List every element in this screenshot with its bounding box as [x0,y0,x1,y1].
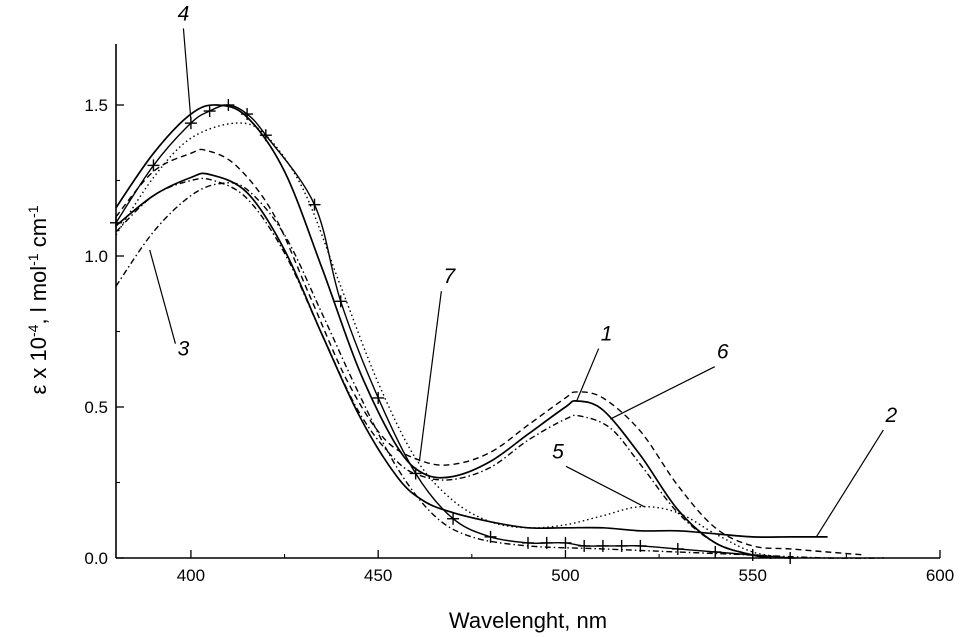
series-4-point [559,536,572,549]
annotation-1: 1 [576,323,613,402]
series-4-point [334,295,347,308]
annotation-leader [149,249,176,344]
y-tick-label: 1.5 [84,96,108,115]
x-tick-label: 600 [926,566,954,585]
annotation-leader [815,429,884,538]
series-4-point [259,129,272,142]
series-1-line [115,104,772,559]
annotation-label: 4 [178,2,190,25]
y-tick-label: 0.5 [84,398,108,417]
annotation-7: 7 [418,265,457,462]
y-tick-label: 0.0 [84,549,108,568]
x-tick-label: 500 [551,566,579,585]
curves [115,104,884,559]
x-tick-label: 400 [177,566,205,585]
annotation-4: 4 [178,2,192,121]
series-4-point [308,198,321,211]
series-4-point [540,536,553,549]
series-4-point [615,539,628,552]
x-tick-label: 550 [739,566,767,585]
series-4-point [784,552,797,564]
series-6-line [115,177,772,559]
series-5-line [115,122,791,559]
series-4-line [115,104,791,559]
series-4-point [447,512,460,525]
y-axis-title: ε x 10-4, l mol-1 cm-1 [25,205,51,394]
annotation-label: 1 [601,323,613,346]
x-tick-label: 450 [364,566,392,585]
x-axis-title: Wavelenght, nm [449,608,607,633]
curve-annotations: 1 6 2 5 7 3 4 [149,2,897,538]
annotation-leader [610,366,716,420]
series-4-point [147,159,160,172]
series-3-line [115,182,884,559]
annotation-leader [182,28,192,121]
series-4-point [203,105,216,118]
series-4-point [409,467,422,480]
series-4-point [709,545,722,558]
series-4-point [484,530,497,543]
series-4-point [578,539,591,552]
series-4-point [241,108,254,121]
series-4-point [596,539,609,552]
annotation-label: 5 [552,440,564,463]
series-7-line [115,148,866,556]
series-4-point [634,539,647,552]
axis-ticks: 400 450 500 550 600 0.0 0.5 1.0 1.5 [84,96,954,585]
series-4-point [522,536,534,549]
series-4-point [671,542,684,555]
series-4-point [372,391,385,404]
annotation-leader [565,465,645,508]
annotation-3: 3 [149,249,190,361]
series-4-point [110,216,122,229]
annotation-label: 2 [884,404,897,427]
annotation-leader [576,348,600,402]
plot-frame [115,44,940,559]
annotation-2: 2 [815,404,897,538]
annotation-5: 5 [552,440,645,508]
annotation-label: 7 [444,265,457,288]
annotation-label: 3 [178,338,190,361]
series-2-line [115,172,828,538]
series-4-point [746,548,759,561]
cross-markers [110,99,797,564]
y-tick-label: 1.0 [84,247,108,266]
annotation-6: 6 [610,341,729,420]
series-4-point [222,99,235,111]
annotation-label: 6 [717,341,729,364]
annotation-leader [418,291,442,462]
